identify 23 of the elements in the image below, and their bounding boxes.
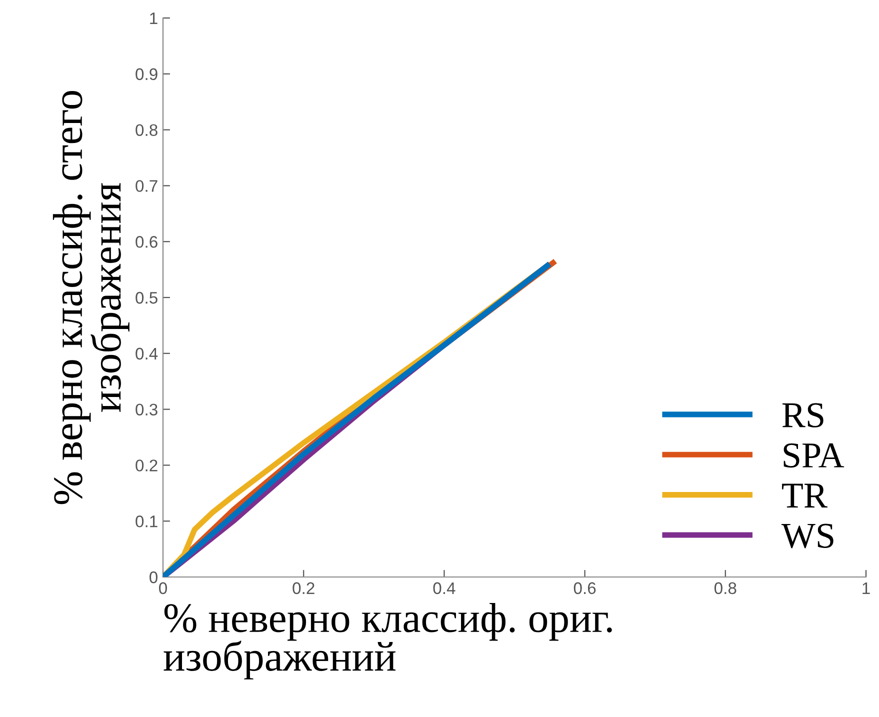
y-tick-label: 0.6	[136, 236, 158, 248]
y-tick-label: 0.3	[136, 404, 158, 416]
legend-label: SPA	[784, 443, 844, 468]
y-tick-label: 1	[150, 12, 158, 24]
legend-label: RS	[782, 403, 824, 428]
y-tick-label: 0.2	[136, 460, 158, 472]
x-tick-label: 0.8	[714, 582, 736, 594]
y-tick-label: 0.1	[136, 516, 158, 528]
legend-label: TR	[782, 484, 828, 508]
x-tick-label: 1	[862, 582, 870, 594]
y-axis-title: % верно классиф. стего изображения	[52, 91, 130, 504]
x-tick-label: 0.6	[574, 582, 596, 594]
y-tick-label: 0.9	[136, 68, 158, 80]
y-tick-label: 0.4	[136, 348, 158, 360]
y-tick-label: 0	[150, 571, 158, 584]
y-tick-label: 0.5	[136, 292, 158, 304]
y-tick-label: 0.8	[136, 124, 158, 136]
y-tick-label: 0.7	[136, 180, 158, 192]
x-tick-label: 0	[159, 582, 167, 594]
x-tick-label: 0.4	[433, 582, 456, 594]
x-axis-title: % неверно классиф. ориг. изображений	[164, 602, 612, 680]
legend-label: WS	[781, 524, 834, 548]
x-tick-label: 0.2	[292, 582, 314, 594]
